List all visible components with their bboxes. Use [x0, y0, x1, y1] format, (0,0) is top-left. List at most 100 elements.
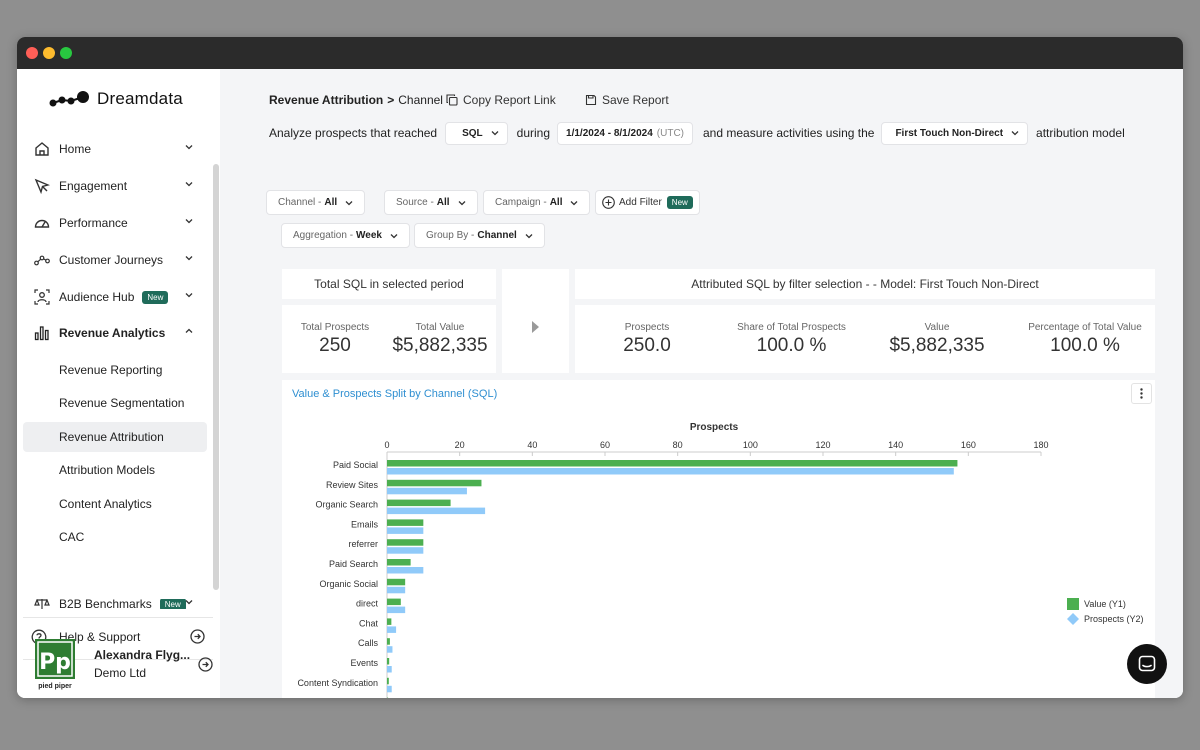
copy-report-link-button[interactable]: Copy Report Link	[446, 93, 556, 107]
value-bar	[387, 499, 451, 507]
sidebar-scrollbar[interactable]	[213, 164, 219, 590]
x-axis-title: Prospects	[690, 422, 739, 433]
prospects-bar	[387, 527, 424, 534]
more-options-button[interactable]	[1131, 383, 1152, 404]
user-profile[interactable]: Pp pied piper Alexandra Flyg... Demo Ltd	[35, 637, 215, 693]
chevron-down-icon	[525, 233, 533, 238]
sidebar-item-label: Performance	[59, 216, 128, 230]
sidebar-item-home[interactable]: Home	[23, 132, 207, 166]
sidebar-item-label: Home	[59, 142, 92, 156]
main-content: Revenue Attribution > Channel Copy Repor…	[220, 69, 1183, 698]
attributed-card: Prospects 250.0 Share of Total Prospects…	[575, 305, 1155, 373]
chevron-down-icon	[1011, 131, 1019, 136]
x-tick-label: 160	[961, 440, 976, 450]
group-by-select[interactable]: Group By - Channel	[414, 223, 545, 248]
filter-value: Week	[356, 230, 382, 241]
attribution-model-select[interactable]: First Touch Non-Direct	[881, 121, 1029, 145]
value-bar	[387, 638, 390, 645]
value-bar	[387, 677, 389, 685]
svg-text:Pp: Pp	[39, 650, 71, 675]
sidebar-item-customer-journeys[interactable]: Customer Journeys	[23, 243, 207, 277]
category-label: Events	[350, 658, 378, 668]
sidebar-subitem-revenue-reporting[interactable]: Revenue Reporting	[23, 355, 207, 385]
sidebar-subitem-revenue-segmentation[interactable]: Revenue Segmentation	[23, 388, 207, 418]
chevron-up-icon	[185, 328, 193, 333]
brand-name: Dreamdata	[97, 89, 183, 108]
save-report-button[interactable]: Save Report	[585, 93, 669, 107]
sidebar-subitem-cac[interactable]: CAC	[23, 522, 207, 552]
prospects-bar	[387, 468, 954, 475]
sidebar-item-engagement[interactable]: Engagement	[23, 169, 207, 203]
prospects-bar	[387, 666, 392, 673]
gauge-icon	[33, 214, 51, 232]
sidebar-item-label: Customer Journeys	[59, 253, 164, 267]
add-filter-button[interactable]: Add Filter New	[595, 190, 700, 215]
category-label: referrer	[348, 539, 378, 549]
metric-label: Value	[924, 322, 950, 333]
save-report-label: Save Report	[602, 93, 669, 107]
sidebar-subitem-label: Attribution Models	[59, 463, 156, 477]
org-logo-text: pied piper	[38, 683, 72, 690]
sidebar-item-b2b-benchmarks[interactable]: B2B Benchmarks New	[23, 599, 207, 609]
channel-filter[interactable]: Channel - All	[266, 190, 366, 215]
filter-label: Group By -	[426, 230, 475, 241]
chat-launcher-button[interactable]	[1127, 644, 1167, 684]
chevron-down-icon	[458, 200, 466, 205]
sidebar-item-audience-hub[interactable]: Audience Hub New	[23, 280, 207, 314]
sidebar-item-label: B2B Benchmarks	[59, 599, 152, 609]
prospects-bar	[387, 567, 424, 574]
breadcrumb-page: Channel	[398, 93, 443, 107]
total-period-header: Total SQL in selected period	[282, 269, 496, 299]
legend-label-value: Value (Y1)	[1084, 599, 1126, 609]
help-support-link[interactable]: Help & Support	[31, 626, 207, 648]
analyze-text-3: and measure activities using the	[703, 126, 875, 140]
aggregation-select[interactable]: Aggregation - Week	[281, 223, 410, 248]
sidebar-subitem-attribution-models[interactable]: Attribution Models	[23, 455, 207, 485]
maximize-window-button[interactable]	[60, 47, 72, 59]
home-icon	[33, 140, 51, 158]
prospects-bar	[387, 547, 424, 554]
sidebar-subitem-content-analytics[interactable]: Content Analytics	[23, 489, 207, 519]
help-support-label: Help & Support	[59, 630, 141, 644]
sidebar-item-revenue-analytics[interactable]: Revenue Analytics	[23, 316, 207, 350]
dreamdata-logo[interactable]: Dreamdata	[49, 89, 183, 109]
new-badge: New	[159, 599, 186, 609]
sidebar-item-label: Audience Hub	[59, 290, 135, 304]
copy-icon	[446, 94, 458, 106]
legend-swatch-value	[1067, 598, 1079, 610]
new-badge: New	[142, 290, 169, 304]
metric-label: Share of Total Prospects	[737, 322, 846, 333]
sidebar-subitem-label: Revenue Reporting	[59, 363, 163, 377]
chevron-down-icon	[491, 131, 499, 136]
sidebar-divider	[23, 659, 213, 660]
minimize-window-button[interactable]	[43, 47, 55, 59]
arrow-right-circle-icon	[190, 629, 205, 644]
metric-value: 100.0 %	[1050, 335, 1120, 356]
date-range-picker[interactable]: 1/1/2024 - 8/1/2024 (UTC)	[557, 121, 693, 145]
x-tick-label: 20	[455, 440, 465, 450]
breadcrumb-section[interactable]: Revenue Attribution	[269, 93, 384, 107]
close-window-button[interactable]	[26, 47, 38, 59]
logo-mark-icon	[49, 91, 89, 107]
x-tick-label: 100	[743, 440, 758, 450]
category-label: Content Syndication	[297, 678, 378, 688]
value-bar	[387, 460, 958, 467]
save-icon	[585, 94, 597, 106]
kebab-menu-icon	[1140, 388, 1143, 399]
sidebar-divider	[23, 617, 213, 618]
stage-select[interactable]: SQL	[445, 121, 508, 145]
metric-value: 100.0 %	[756, 335, 827, 356]
chevron-down-icon	[185, 600, 193, 605]
sidebar-subitem-label: Content Analytics	[59, 497, 152, 511]
user-name: Alexandra Flyg...	[94, 648, 191, 662]
metric-label: Percentage of Total Value	[1028, 322, 1142, 333]
campaign-filter[interactable]: Campaign - All	[483, 190, 591, 215]
sidebar-item-performance[interactable]: Performance	[23, 206, 207, 240]
source-filter[interactable]: Source - All	[384, 190, 478, 215]
bar-chart-icon	[33, 324, 51, 342]
analyze-text-4: attribution model	[1036, 126, 1125, 140]
total-prospects-metric: Total Prospects 250	[292, 322, 378, 357]
sidebar-item-label: Revenue Analytics	[59, 326, 166, 340]
metric-value: 250	[319, 335, 351, 356]
sidebar-subitem-revenue-attribution[interactable]: Revenue Attribution	[23, 422, 207, 452]
